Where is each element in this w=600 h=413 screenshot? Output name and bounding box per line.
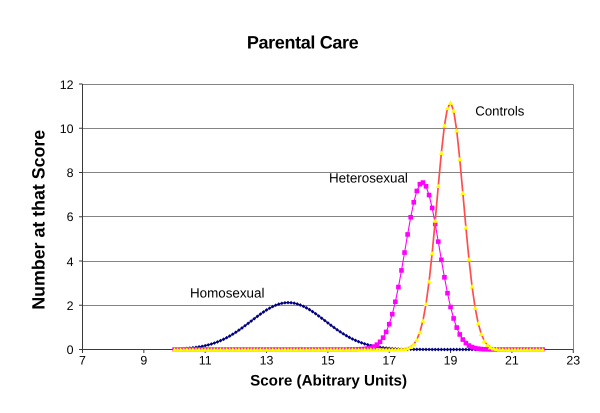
svg-text:8: 8 bbox=[67, 166, 74, 180]
svg-text:17: 17 bbox=[382, 354, 396, 368]
svg-text:Score (Abitrary Units): Score (Abitrary Units) bbox=[250, 373, 407, 390]
svg-text:Parental Care: Parental Care bbox=[247, 33, 359, 53]
svg-text:0: 0 bbox=[67, 343, 74, 357]
svg-text:15: 15 bbox=[321, 354, 335, 368]
svg-text:19: 19 bbox=[444, 354, 458, 368]
svg-text:6: 6 bbox=[67, 210, 74, 224]
svg-text:13: 13 bbox=[260, 354, 274, 368]
svg-text:11: 11 bbox=[199, 354, 212, 368]
svg-text:10: 10 bbox=[60, 122, 74, 136]
svg-text:2: 2 bbox=[67, 299, 74, 313]
svg-text:9: 9 bbox=[140, 354, 147, 368]
svg-text:12: 12 bbox=[60, 78, 74, 92]
svg-text:21: 21 bbox=[505, 354, 519, 368]
svg-text:4: 4 bbox=[67, 255, 74, 269]
svg-text:Heterosexual: Heterosexual bbox=[329, 171, 408, 186]
svg-text:23: 23 bbox=[566, 354, 580, 368]
svg-text:Controls: Controls bbox=[475, 104, 525, 119]
svg-text:Homosexual: Homosexual bbox=[190, 286, 264, 301]
svg-text:7: 7 bbox=[79, 354, 86, 368]
svg-text:Number at that Score: Number at that Score bbox=[29, 130, 49, 310]
